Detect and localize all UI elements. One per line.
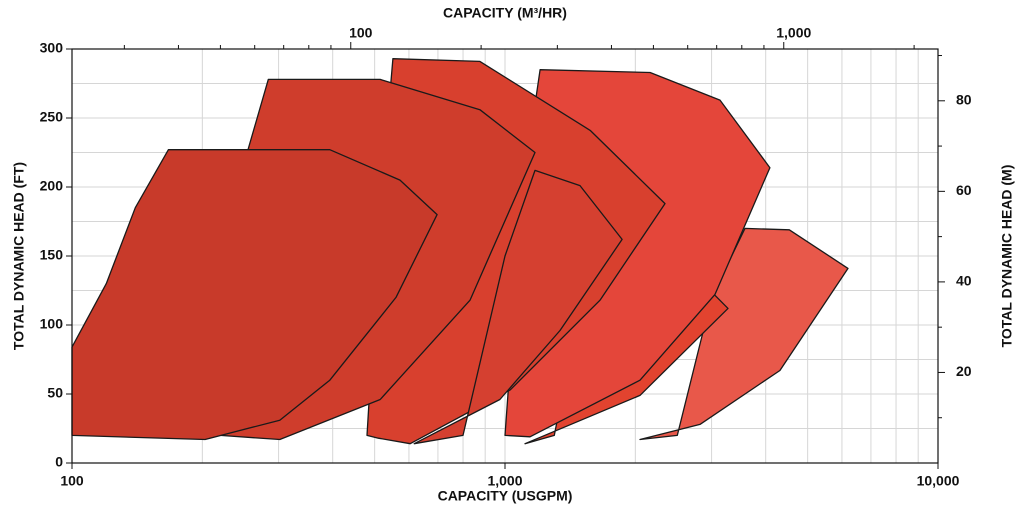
y2-tick-label: 20 <box>956 363 972 379</box>
x-tick-label: 1,000 <box>487 473 522 489</box>
y2-tick-label: 40 <box>956 273 972 289</box>
y-tick-label: 100 <box>40 316 64 332</box>
plot-frame <box>71 48 939 464</box>
x2-tick-label: 1,000 <box>776 25 811 41</box>
coverage-region <box>71 149 438 441</box>
y2-tick-label: 60 <box>956 182 972 198</box>
x-tick-label: 10,000 <box>917 473 960 489</box>
y-tick-label: 250 <box>40 109 64 125</box>
y2-tick-label: 80 <box>956 91 972 107</box>
y-tick-label: 0 <box>55 454 63 470</box>
x-axis-title: CAPACITY (USGPM) <box>438 488 573 504</box>
y-tick-label: 150 <box>40 247 64 263</box>
y2-axis-title: TOTAL DYNAMIC HEAD (M) <box>999 165 1015 348</box>
x2-tick-label: 100 <box>349 25 373 41</box>
y-axis-title: TOTAL DYNAMIC HEAD (FT) <box>11 162 27 350</box>
x-tick-label: 100 <box>60 473 84 489</box>
top-axis-title: CAPACITY (M³/HR) <box>443 5 567 21</box>
y-tick-label: 200 <box>40 178 64 194</box>
y-tick-label: 300 <box>40 40 64 56</box>
y-tick-label: 50 <box>47 385 63 401</box>
coverage-region <box>413 169 623 445</box>
